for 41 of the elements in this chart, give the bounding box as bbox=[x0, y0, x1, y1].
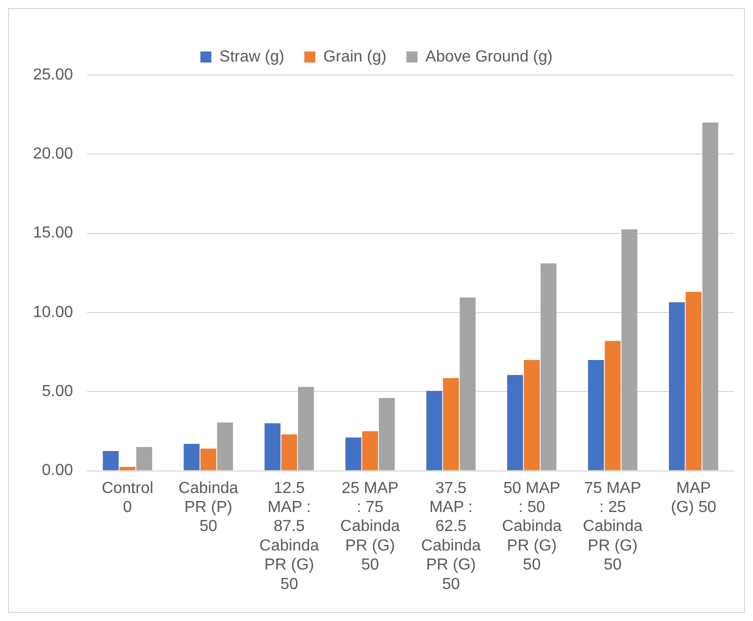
bar bbox=[136, 447, 152, 470]
bar bbox=[264, 423, 280, 470]
y-tick-label: 15.00 bbox=[32, 224, 74, 242]
y-tick-label: 5.00 bbox=[42, 383, 74, 400]
bar bbox=[524, 360, 540, 470]
x-tick-label: Cabinda PR (P) 50 bbox=[178, 480, 238, 536]
legend-label: Grain (g) bbox=[323, 48, 386, 66]
bar bbox=[604, 340, 621, 470]
x-tick-label: 37.5 MAP : 62.5 Cabinda PR (G) 50 bbox=[421, 480, 481, 593]
x-tick-label: MAP (G) 50 bbox=[670, 480, 716, 516]
x-tick-label: Control 0 bbox=[102, 480, 154, 516]
bar bbox=[298, 386, 314, 470]
y-tick-label: 25.00 bbox=[32, 66, 74, 84]
y-tick-label: 0.00 bbox=[42, 462, 74, 480]
x-tick-label: 25 MAP : 75 Cabinda PR (G) 50 bbox=[340, 480, 400, 574]
bar bbox=[184, 444, 200, 470]
bar bbox=[102, 451, 119, 470]
bar bbox=[378, 398, 395, 470]
y-tick-label: 10.00 bbox=[32, 304, 74, 321]
bar bbox=[702, 122, 718, 470]
bar bbox=[443, 378, 459, 470]
bar bbox=[668, 302, 685, 470]
legend-label: Straw (g) bbox=[219, 48, 284, 66]
bar bbox=[507, 375, 524, 470]
x-tick-label: 50 MAP : 50 Cabinda PR (G) 50 bbox=[502, 480, 562, 574]
bar bbox=[621, 229, 638, 470]
bar bbox=[345, 438, 362, 470]
y-tick-label: 20.00 bbox=[32, 146, 74, 163]
bar bbox=[540, 263, 556, 470]
legend-label: Above Ground (g) bbox=[425, 48, 553, 66]
bar bbox=[281, 434, 298, 470]
x-tick-label: 75 MAP : 25 Cabinda PR (G) 50 bbox=[582, 480, 643, 574]
x-tick-label: 12.5 MAP : 87.5 Cabinda PR (G) 50 bbox=[259, 480, 320, 593]
bar bbox=[200, 448, 216, 470]
bar bbox=[460, 297, 476, 470]
bar bbox=[362, 431, 378, 470]
bar bbox=[588, 360, 604, 470]
bar bbox=[426, 390, 442, 470]
bar bbox=[217, 422, 233, 470]
bar bbox=[120, 466, 136, 470]
bar bbox=[686, 292, 702, 470]
